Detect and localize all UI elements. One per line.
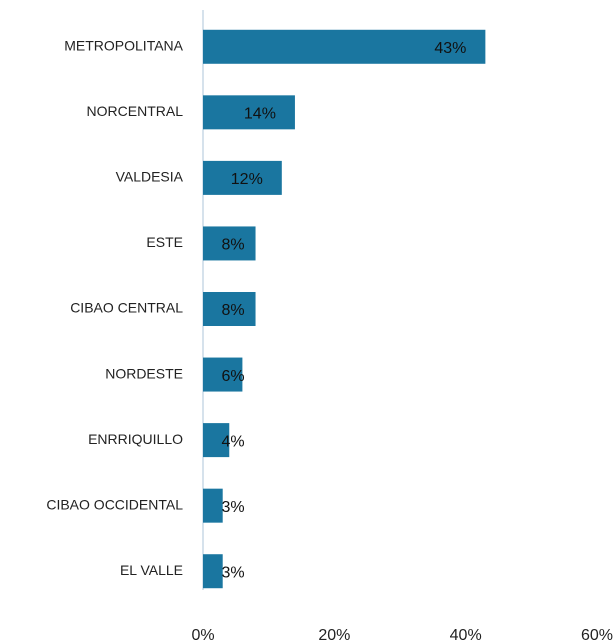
x-tick-label: 40% xyxy=(450,627,482,643)
category-label: METROPOLITANA xyxy=(64,37,183,53)
bar xyxy=(203,160,282,195)
bar xyxy=(203,95,295,130)
category-label: NORCENTRAL xyxy=(87,103,184,119)
bar xyxy=(203,488,223,523)
value-label: 12% xyxy=(231,171,263,188)
category-label: CIBAO CENTRAL xyxy=(70,300,183,316)
category-label: ENRRIQUILLO xyxy=(88,431,183,447)
value-label: 3% xyxy=(221,564,244,581)
x-tick-label: 20% xyxy=(318,627,350,643)
value-label: 6% xyxy=(221,368,244,385)
value-label: 4% xyxy=(221,433,244,450)
value-label: 43% xyxy=(434,40,466,57)
bar xyxy=(203,357,243,392)
category-label: NORDESTE xyxy=(105,365,183,381)
category-label: CIBAO OCCIDENTAL xyxy=(46,496,183,512)
category-label: VALDESIA xyxy=(116,169,184,185)
category-label: EL VALLE xyxy=(120,562,183,578)
bar xyxy=(203,423,230,458)
value-label: 8% xyxy=(221,237,244,254)
bar xyxy=(203,554,223,589)
value-label: 3% xyxy=(221,499,244,516)
bar xyxy=(203,226,256,261)
x-tick-label: 0% xyxy=(191,627,214,643)
category-label: ESTE xyxy=(146,234,183,250)
bar xyxy=(203,292,256,326)
value-label: 8% xyxy=(221,302,244,319)
value-label: 14% xyxy=(244,106,276,123)
x-tick-label: 60% xyxy=(581,627,613,643)
bar xyxy=(203,29,486,64)
